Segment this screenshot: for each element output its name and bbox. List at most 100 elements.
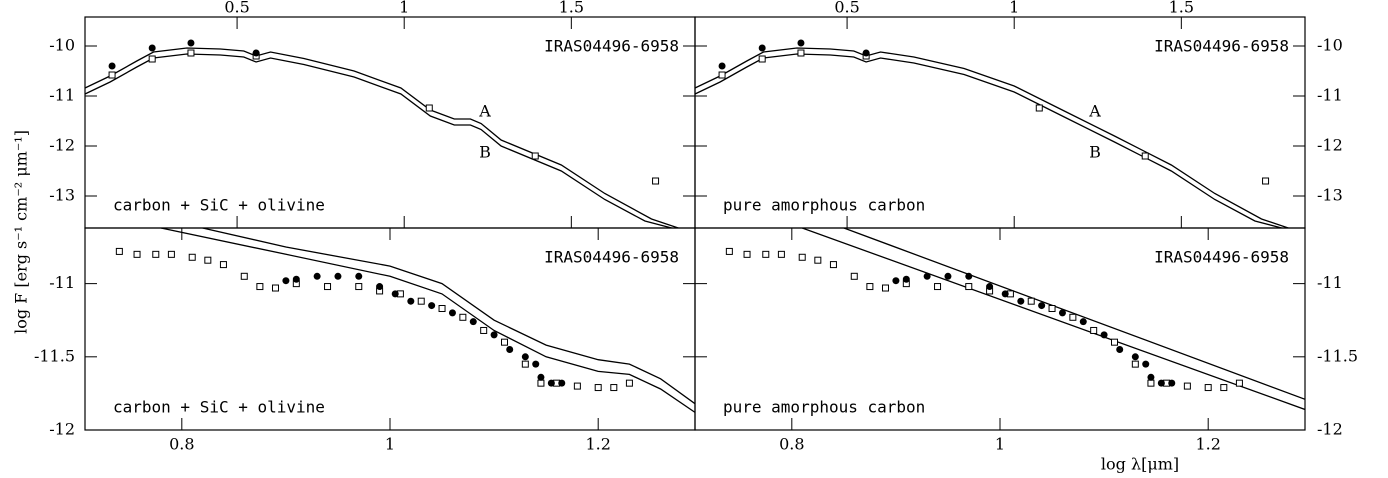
data-square	[1048, 305, 1056, 313]
data-square	[188, 253, 196, 261]
model-curve	[160, 228, 695, 413]
x-tick-label: 1	[385, 435, 395, 454]
data-square	[271, 284, 279, 292]
y-tick-label: -10	[1317, 36, 1343, 55]
data-square	[152, 250, 160, 258]
data-dot	[1001, 290, 1009, 298]
data-dot	[292, 275, 300, 283]
data-dot	[1038, 302, 1046, 310]
data-square	[187, 49, 195, 57]
data-square	[425, 104, 433, 112]
data-dot	[558, 379, 566, 387]
data-square	[1262, 177, 1270, 185]
data-square	[610, 384, 618, 392]
data-dot	[148, 44, 156, 52]
data-square	[798, 253, 806, 261]
data-square	[743, 250, 751, 258]
data-square	[934, 283, 942, 291]
data-square	[1027, 297, 1035, 305]
data-dot	[313, 272, 321, 280]
data-square	[1183, 382, 1191, 390]
model-curve	[695, 47, 1289, 228]
data-dot	[986, 283, 994, 291]
model-label: pure amorphous carbon	[723, 196, 925, 215]
x-tick-label: 1	[399, 0, 409, 17]
data-square	[459, 313, 467, 321]
x-tick-label: 0.5	[224, 0, 249, 17]
data-dot	[1157, 379, 1165, 387]
y-axis-label: log F [erg s⁻¹ cm⁻² μm⁻¹]	[12, 130, 31, 334]
data-square	[652, 177, 660, 185]
x-tick-label: 1.5	[559, 0, 584, 17]
data-dot	[469, 318, 477, 326]
data-square	[573, 382, 581, 390]
x-tick-label: 0.8	[169, 435, 194, 454]
x-axis-label: log λ[μm]	[1101, 455, 1179, 474]
data-dot	[944, 272, 952, 280]
data-square	[829, 261, 837, 269]
y-tick-label: -12	[49, 136, 75, 155]
data-square	[1131, 360, 1139, 368]
data-dot	[1100, 331, 1108, 339]
data-dot	[1168, 379, 1176, 387]
y-tick-label: -11	[1317, 273, 1343, 292]
data-square	[718, 71, 726, 79]
data-square	[324, 283, 332, 291]
data-square	[758, 55, 766, 63]
data-square	[148, 55, 156, 63]
y-tick-label: -11.5	[1317, 346, 1358, 365]
object-label: IRAS04496-6958	[1154, 37, 1289, 56]
data-dot	[1058, 309, 1066, 317]
data-dot	[428, 302, 436, 310]
curve-label: B	[1089, 143, 1101, 162]
data-square	[1147, 379, 1155, 387]
data-square	[1035, 104, 1043, 112]
data-dot	[758, 44, 766, 52]
model-curve	[85, 53, 672, 228]
data-dot	[521, 353, 529, 361]
data-dot	[532, 360, 540, 368]
data-square	[355, 283, 363, 291]
data-square	[1220, 384, 1228, 392]
data-dot	[1147, 373, 1155, 381]
data-square	[965, 283, 973, 291]
data-square	[814, 256, 822, 264]
data-square	[625, 379, 633, 387]
data-square	[219, 261, 227, 269]
y-tick-label: -10	[49, 36, 75, 55]
data-square	[204, 256, 212, 264]
y-tick-label: -12	[49, 420, 75, 439]
data-square	[1111, 338, 1119, 346]
data-square	[777, 250, 785, 258]
data-square	[1235, 379, 1243, 387]
object-label: IRAS04496-6958	[544, 37, 679, 56]
data-dot	[376, 283, 384, 291]
data-square	[725, 247, 733, 255]
data-dot	[1017, 297, 1025, 305]
data-dot	[547, 379, 555, 387]
y-tick-label: -13	[49, 186, 75, 205]
y-tick-label: -11	[49, 86, 75, 105]
data-square	[537, 379, 545, 387]
data-square	[521, 360, 529, 368]
x-tick-label: 0.8	[779, 435, 804, 454]
model-curve	[202, 228, 695, 405]
model-curve	[85, 47, 679, 228]
model-curve	[801, 228, 1305, 411]
x-tick-label: 1.2	[1195, 435, 1220, 454]
data-dot	[965, 272, 973, 280]
data-square	[1141, 152, 1149, 160]
data-square	[480, 326, 488, 334]
x-tick-label: 1.2	[585, 435, 610, 454]
y-tick-label: -11	[1317, 86, 1343, 105]
data-dot	[407, 297, 415, 305]
data-square	[881, 284, 889, 292]
data-dot	[797, 39, 805, 47]
data-dot	[187, 39, 195, 47]
data-dot	[902, 275, 910, 283]
data-square	[115, 247, 123, 255]
y-tick-label: -12	[1317, 420, 1343, 439]
data-square	[167, 250, 175, 258]
data-dot	[334, 272, 342, 280]
data-square	[1204, 384, 1212, 392]
